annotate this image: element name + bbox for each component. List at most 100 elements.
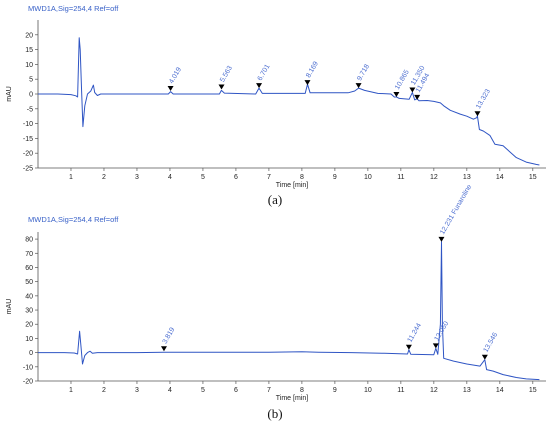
peak-marker [409, 87, 416, 93]
x-tick-label: 6 [234, 174, 238, 181]
x-tick-label: 15 [529, 174, 537, 181]
peak-marker [218, 84, 225, 90]
x-tick-label: 10 [364, 387, 372, 394]
peak-marker [160, 346, 167, 352]
x-tick-label: 15 [529, 387, 537, 394]
peak-label: 4.019 [168, 66, 183, 85]
x-tick-label: 6 [234, 387, 238, 394]
peak-marker [304, 80, 311, 86]
x-tick-label: 14 [496, 174, 504, 181]
x-tick-label: 12 [430, 387, 438, 394]
y-tick-label: -15 [23, 136, 33, 143]
y-tick-label: -10 [23, 121, 33, 128]
peak-3-819: 3.819 [160, 326, 177, 352]
x-tick-label: 13 [463, 174, 471, 181]
y-tick-label: 40 [25, 293, 33, 300]
x-tick-label: 4 [168, 174, 172, 181]
x-tick-label: 9 [333, 387, 337, 394]
peak-13-323: 13.323 [474, 88, 492, 117]
y-tick-label: 80 [25, 237, 33, 244]
y-tick-label: 10 [25, 62, 33, 69]
peak-marker [393, 91, 400, 97]
y-axis-label: mAU [6, 299, 13, 315]
x-axis-label: Time [min] [276, 395, 308, 402]
peak-6-701: 6.701 [256, 63, 272, 89]
peak-9-718: 9.718 [355, 63, 371, 89]
x-tick-label: 8 [300, 174, 304, 181]
peak-5-563: 5.563 [218, 65, 234, 90]
peak-marker [438, 236, 445, 242]
x-tick-label: 12 [430, 174, 438, 181]
peak-label: 5.563 [219, 65, 234, 84]
signal-label: MWD1A,Sig=254,4 Ref=off [28, 4, 119, 13]
x-tick-label: 11 [397, 387, 404, 394]
y-tick-label: -20 [23, 379, 33, 386]
y-tick-label: -10 [23, 364, 33, 371]
chromatogram-trace [38, 37, 540, 166]
x-tick-label: 9 [333, 174, 337, 181]
y-axis-label: mAU [6, 86, 13, 102]
peak-11-244: 11.244 [405, 322, 424, 350]
chart-a: MWD1A,Sig=254,4 Ref=off -25 -20 -15 -10 -5 0 5 1… [6, 4, 546, 207]
peak-marker [432, 343, 439, 349]
x-tick-label: 3 [135, 387, 139, 394]
y-tick-label: 0 [29, 92, 33, 99]
y-tick-label: 5 [29, 77, 33, 84]
y-tick-label: 20 [25, 322, 33, 329]
x-tick-label: 13 [463, 387, 471, 394]
peak-label: 9.718 [356, 63, 371, 82]
peak-label: 12.060 [433, 320, 450, 342]
peak-10-865: 10.865 [393, 69, 411, 97]
x-tick-label: 5 [201, 387, 205, 394]
y-tick-label: -5 [27, 106, 33, 113]
x-tick-label: 1 [69, 174, 73, 181]
x-tick-label: 2 [102, 174, 106, 181]
x-tick-label: 7 [267, 387, 271, 394]
y-tick-label: -25 [23, 166, 33, 173]
x-tick-label: 4 [168, 387, 172, 394]
peak-marker [481, 354, 488, 360]
figure-caption: (b) [267, 406, 282, 421]
peak-label: 8.169 [305, 60, 320, 79]
y-tick-label: 15 [25, 47, 33, 54]
y-tick-label: 0 [29, 350, 33, 357]
peak-12-060: 12.060 [432, 320, 450, 349]
x-tick-label: 5 [201, 174, 205, 181]
peak-label: 13.323 [475, 88, 492, 110]
peak-label: 10.865 [394, 69, 411, 91]
x-tick-label: 11 [397, 174, 404, 181]
y-tick-label: 60 [25, 265, 33, 272]
x-tick-label: 8 [300, 387, 304, 394]
peak-label: 13.546 [483, 332, 500, 354]
peak-marker [474, 111, 481, 117]
peak-12-231-Funaroline: 12.231 Funaroline [438, 183, 473, 242]
y-tick-label: 50 [25, 279, 33, 286]
peak-marker [414, 94, 421, 100]
peak-marker [167, 86, 174, 92]
x-tick-label: 3 [135, 174, 139, 181]
y-tick-label: -20 [23, 151, 33, 158]
chromatogram-trace [38, 241, 540, 381]
figure-caption: (a) [268, 192, 282, 207]
peak-marker [405, 344, 412, 350]
x-tick-label: 14 [496, 387, 504, 394]
y-tick-label: 30 [25, 308, 33, 315]
peak-4-019: 4.019 [167, 66, 183, 92]
signal-label: MWD1A,Sig=254,4 Ref=off [28, 215, 119, 224]
peak-marker [256, 83, 263, 89]
peak-label: 6.701 [257, 63, 272, 82]
peak-8-169: 8.169 [304, 60, 320, 86]
y-tick-label: 10 [25, 336, 33, 343]
peak-label: 11.244 [407, 322, 424, 344]
peak-label: 12.231 Funaroline [439, 183, 473, 235]
x-tick-label: 1 [69, 387, 73, 394]
y-tick-label: 20 [25, 32, 33, 39]
y-tick-label: 70 [25, 251, 33, 258]
x-tick-label: 2 [102, 387, 106, 394]
peak-label: 3.819 [162, 326, 177, 345]
x-tick-label: 10 [364, 174, 372, 181]
x-tick-label: 7 [267, 174, 271, 181]
x-axis-label: Time [min] [276, 182, 308, 189]
peak-marker [355, 83, 362, 89]
